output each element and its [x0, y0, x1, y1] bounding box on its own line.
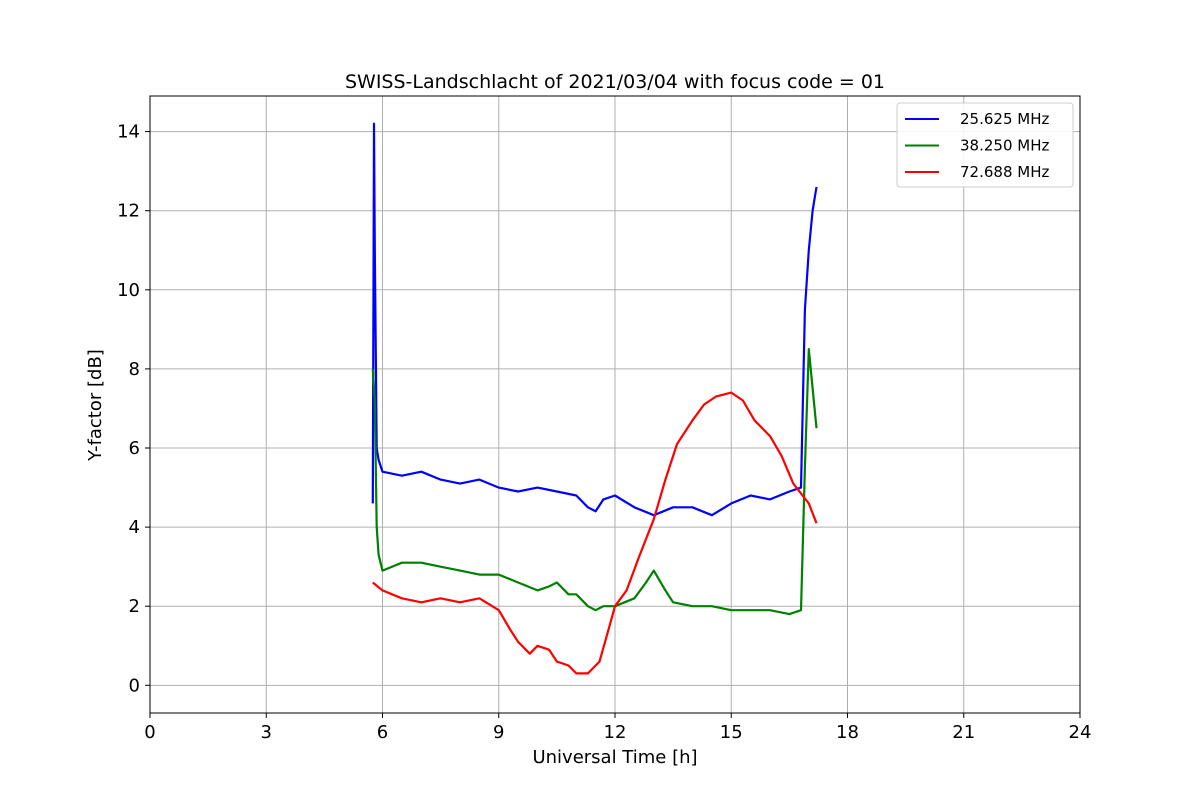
x-axis: 0 3 6 9 12 15 18 21 24 — [144, 713, 1091, 743]
y-axis-label: Y-factor [dB] — [85, 349, 106, 462]
y-tick-label: 2 — [129, 596, 140, 617]
series-line-2 — [371, 348, 818, 616]
legend-box — [896, 102, 1074, 188]
legend-label-1: 25.625 MHz — [960, 110, 1049, 128]
y-tick-label: 10 — [117, 280, 140, 301]
y-tick-label: 8 — [129, 359, 140, 380]
x-axis-label: Universal Time [h] — [532, 747, 697, 768]
series-line-1 — [371, 122, 818, 517]
x-tick-label: 12 — [604, 722, 627, 743]
x-tick-label: 24 — [1069, 722, 1092, 743]
x-tick-label: 18 — [836, 722, 859, 743]
y-tick-label: 0 — [129, 675, 140, 696]
x-tick-label: 0 — [144, 722, 155, 743]
x-tick-label: 3 — [261, 722, 272, 743]
x-tick-label: 9 — [493, 722, 504, 743]
x-tick-label: 21 — [952, 722, 975, 743]
y-axis: 0 2 4 6 8 10 12 14 — [117, 122, 150, 696]
series-line-3 — [372, 391, 818, 675]
x-tick-label: 6 — [377, 722, 388, 743]
legend: 25.625 MHz 38.250 MHz 72.688 MHz — [896, 102, 1074, 188]
legend-label-2: 38.250 MHz — [960, 137, 1049, 155]
chart-title: SWISS-Landschlacht of 2021/03/04 with fo… — [345, 71, 885, 93]
legend-label-3: 72.688 MHz — [960, 163, 1049, 181]
y-tick-label: 4 — [129, 517, 140, 538]
y-tick-label: 14 — [117, 122, 140, 143]
x-tick-label: 15 — [720, 722, 743, 743]
y-tick-label: 12 — [117, 201, 140, 222]
series-layer — [371, 122, 818, 675]
y-tick-label: 6 — [129, 438, 140, 459]
